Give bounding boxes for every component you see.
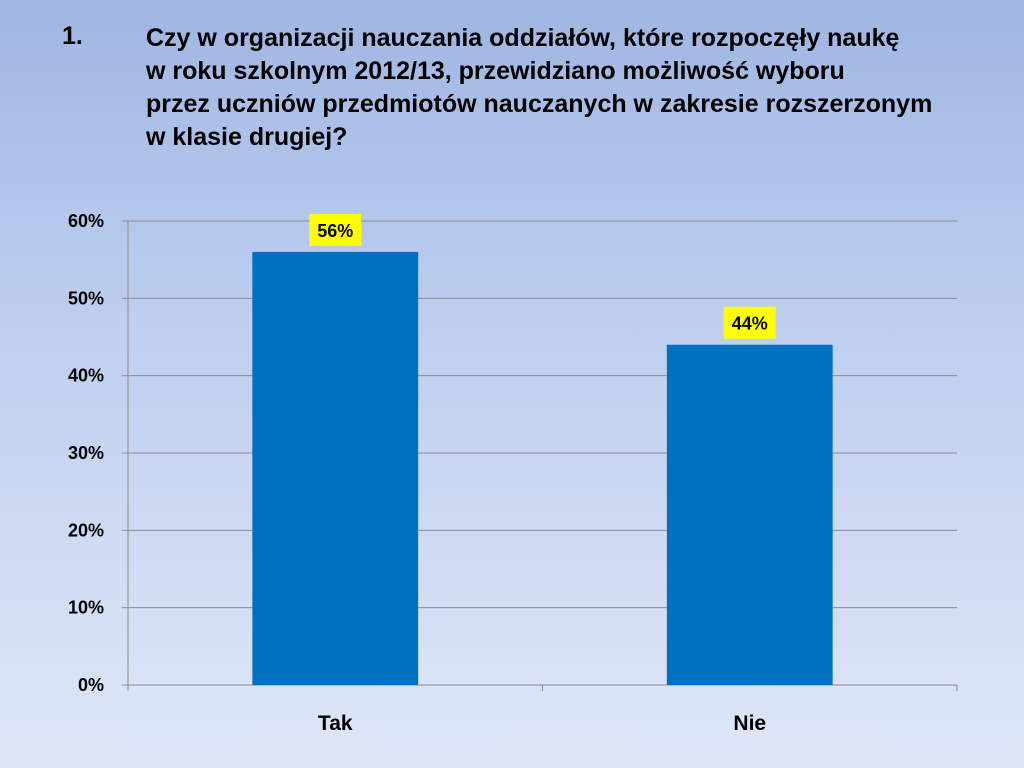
question-line: w klasie drugiej?	[146, 123, 348, 151]
y-tick-label: 40%	[68, 366, 104, 386]
question-text: Czy w organizacji nauczania oddziałów, k…	[146, 22, 1006, 154]
y-tick-label: 20%	[68, 520, 104, 540]
question-number: 1.	[62, 22, 83, 50]
x-category-label: Nie	[733, 712, 766, 735]
data-label: 56%	[317, 221, 353, 241]
question-line: przez uczniów przedmiotów nauczanych w z…	[146, 90, 933, 118]
bar-nie	[666, 344, 833, 685]
bar-tak	[252, 251, 419, 685]
question-line: Czy w organizacji nauczania oddziałów, k…	[146, 24, 900, 52]
data-label: 44%	[732, 314, 768, 334]
data-label-background	[309, 213, 362, 246]
y-tick-label: 10%	[68, 598, 104, 618]
y-tick-label: 50%	[68, 288, 104, 308]
y-tick-label: 0%	[78, 675, 104, 695]
y-tick-label: 30%	[68, 443, 104, 463]
data-label-background	[723, 306, 776, 339]
x-category-label: Tak	[318, 712, 353, 735]
y-tick-label: 60%	[68, 211, 104, 231]
question-line: w roku szkolnym 2012/13, przewidziano mo…	[146, 57, 845, 85]
